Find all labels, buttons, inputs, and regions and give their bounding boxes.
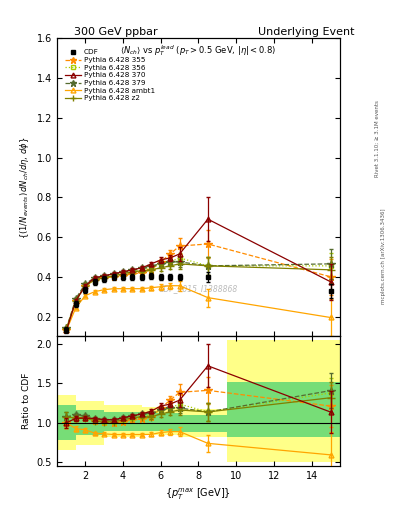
Text: 300 GeV ppbar: 300 GeV ppbar <box>74 27 158 37</box>
Text: mcplots.cern.ch [arXiv:1306.3436]: mcplots.cern.ch [arXiv:1306.3436] <box>381 208 386 304</box>
Legend: CDF, Pythia 6.428 355, Pythia 6.428 356, Pythia 6.428 370, Pythia 6.428 379, Pyt: CDF, Pythia 6.428 355, Pythia 6.428 356,… <box>63 48 156 103</box>
X-axis label: $\{p_T^{max}$ [GeV]$\}$: $\{p_T^{max}$ [GeV]$\}$ <box>165 486 231 502</box>
Text: Underlying Event: Underlying Event <box>258 27 355 37</box>
Text: Rivet 3.1.10; ≥ 3.1M events: Rivet 3.1.10; ≥ 3.1M events <box>375 100 380 177</box>
Text: CDF_2015_I1388868: CDF_2015_I1388868 <box>159 284 238 293</box>
Y-axis label: $\{(1/N_{events})\, dN_{ch}/d\eta,\, d\phi\}$: $\{(1/N_{events})\, dN_{ch}/d\eta,\, d\p… <box>18 136 31 239</box>
Text: $\langle N_{ch}\rangle$ vs $p_T^{lead}$ ($p_T > 0.5$ GeV, $|\eta| < 0.8$): $\langle N_{ch}\rangle$ vs $p_T^{lead}$ … <box>120 43 277 58</box>
Y-axis label: Ratio to CDF: Ratio to CDF <box>22 373 31 430</box>
